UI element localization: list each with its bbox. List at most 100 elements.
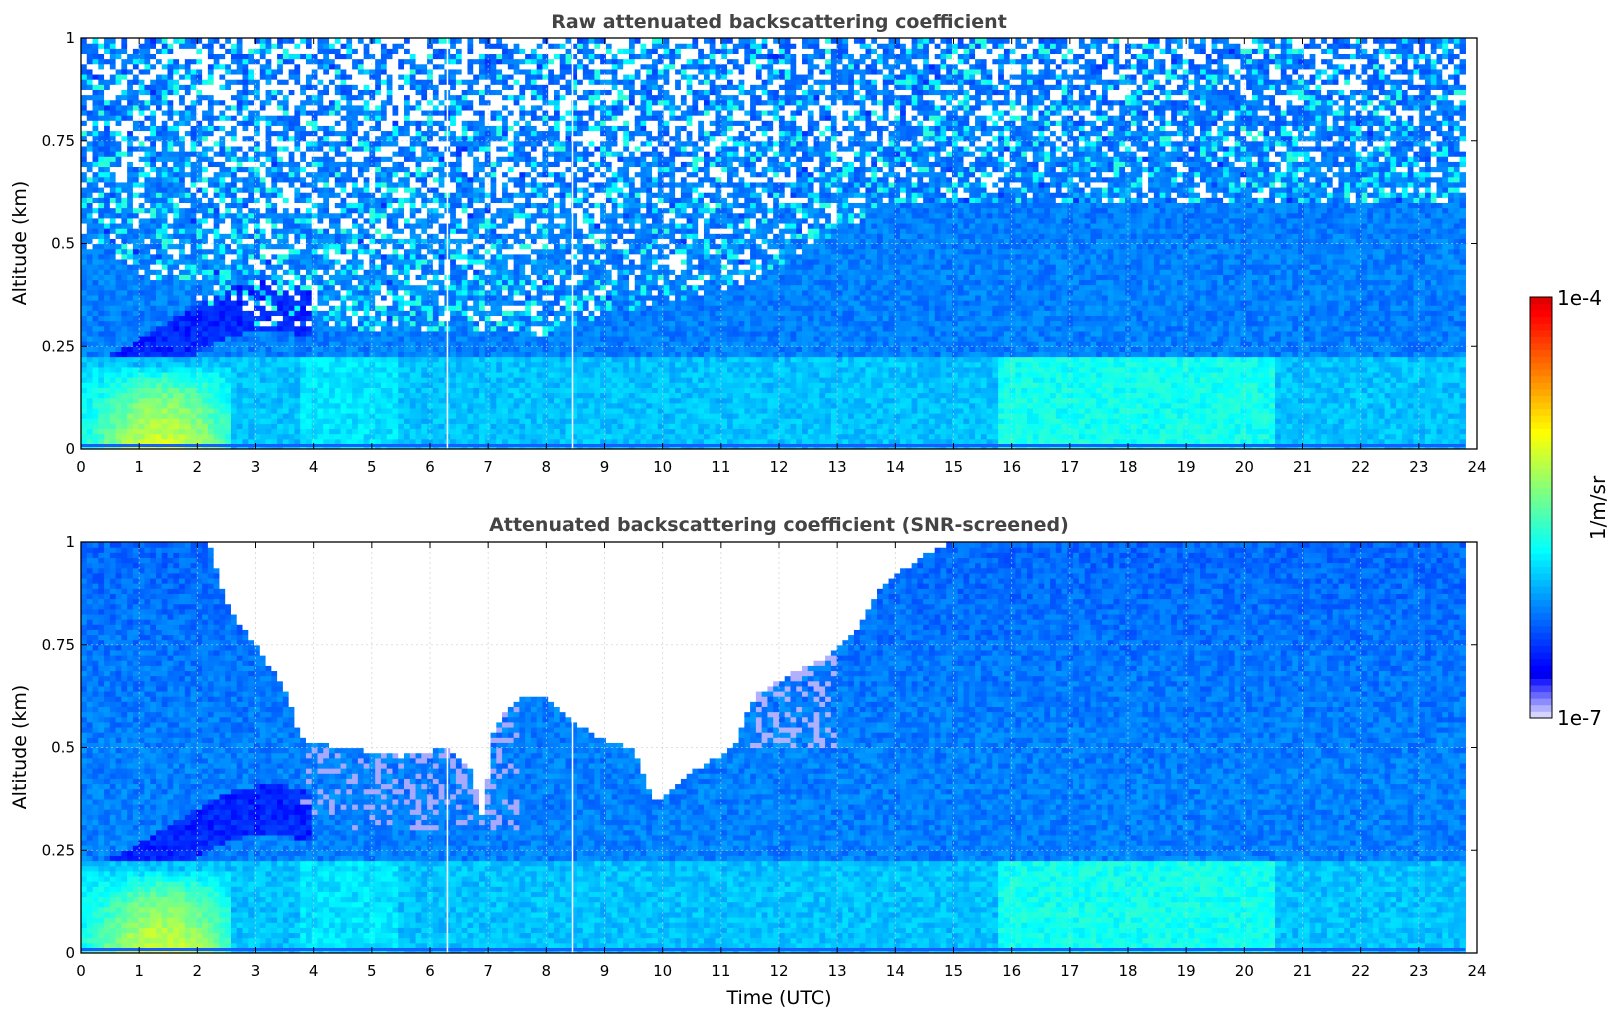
heatmap-cell: [81, 413, 88, 419]
heatmap-cell: [173, 392, 180, 399]
heatmap-cell: [115, 341, 122, 347]
heatmap-cell: [173, 197, 180, 203]
heatmap-cell: [409, 366, 417, 373]
heatmap-cell: [375, 228, 382, 234]
heatmap-cell: [288, 58, 296, 65]
heatmap-cell: [375, 171, 382, 178]
heatmap-cell: [196, 212, 203, 219]
heatmap-cell: [415, 115, 422, 121]
heatmap-cell: [409, 351, 417, 358]
heatmap-cell: [173, 238, 180, 245]
heatmap-cell: [196, 99, 203, 106]
heatmap-cell: [202, 228, 209, 234]
heatmap-cell: [386, 53, 394, 60]
heatmap-cell: [225, 156, 232, 162]
heatmap-cell: [398, 192, 405, 198]
heatmap-cell: [369, 43, 376, 49]
heatmap-cell: [155, 53, 163, 60]
heatmap-cell: [98, 68, 105, 75]
heatmap-cell: [155, 433, 163, 440]
heatmap-cell: [86, 135, 94, 142]
heatmap-cell: [179, 356, 186, 363]
heatmap-cell: [380, 197, 388, 203]
heatmap-cell: [404, 38, 411, 44]
heatmap-cell: [167, 253, 174, 260]
heatmap-cell: [196, 407, 203, 414]
heatmap-cell: [300, 89, 307, 96]
heatmap-cell: [184, 402, 192, 409]
heatmap-cell: [271, 89, 278, 96]
heatmap-cell: [190, 310, 197, 317]
heatmap-cell: [190, 207, 197, 214]
heatmap-cell: [282, 258, 290, 265]
heatmap-cell: [409, 428, 417, 435]
heatmap-cell: [184, 413, 192, 419]
heatmap-cell: [184, 341, 192, 347]
heatmap-cell: [404, 320, 411, 327]
heatmap-cell: [375, 58, 382, 65]
heatmap-cell: [127, 222, 134, 229]
heatmap-cell: [375, 161, 382, 168]
heatmap-cell: [179, 264, 186, 270]
heatmap-cell: [92, 125, 99, 132]
heatmap-cell: [207, 233, 215, 239]
heatmap-cell: [236, 109, 244, 116]
heatmap-cell: [323, 140, 330, 147]
heatmap-cell: [317, 397, 324, 404]
heatmap-cell: [282, 438, 290, 445]
heatmap-cell: [282, 264, 290, 270]
heatmap-cell: [86, 248, 94, 255]
heatmap-cell: [155, 315, 163, 322]
heatmap-cell: [323, 243, 330, 250]
heatmap-cell: [317, 248, 324, 255]
heatmap-cell: [386, 176, 394, 183]
heatmap-cell: [404, 382, 411, 388]
heatmap-cell: [202, 217, 209, 224]
heatmap-cell: [179, 423, 186, 430]
heatmap-cell: [363, 43, 371, 49]
heatmap-cell: [369, 366, 376, 373]
heatmap-cell: [248, 335, 255, 342]
heatmap-cell: [386, 371, 394, 378]
heatmap-cell: [230, 186, 238, 193]
heatmap-cell: [392, 418, 399, 424]
heatmap-cell: [230, 361, 238, 368]
heatmap-cell: [230, 269, 238, 275]
heatmap-cell: [375, 166, 382, 173]
heatmap-cell: [150, 279, 157, 286]
heatmap-cell: [363, 418, 371, 424]
heatmap-cell: [161, 222, 169, 229]
heatmap-cell: [438, 433, 445, 440]
heatmap-cell: [104, 140, 111, 147]
heatmap-cell: [196, 84, 203, 90]
heatmap-cell: [432, 377, 440, 383]
heatmap-cell: [288, 166, 296, 173]
heatmap-cell: [161, 151, 169, 157]
heatmap-cell: [404, 438, 411, 445]
heatmap-cell: [161, 125, 169, 132]
heatmap-cell: [329, 217, 336, 224]
heatmap-cell: [427, 413, 434, 419]
heatmap-cell: [196, 202, 203, 209]
heatmap-cell: [213, 181, 221, 188]
heatmap-cell: [438, 397, 445, 404]
heatmap-cell: [259, 238, 267, 245]
heatmap-cell: [213, 274, 221, 281]
heatmap-cell: [155, 351, 163, 358]
heatmap-cell: [190, 392, 197, 399]
heatmap-cell: [173, 130, 180, 137]
heatmap-cell: [81, 423, 88, 430]
heatmap-cell: [190, 125, 197, 132]
heatmap-cell: [230, 94, 238, 101]
heatmap-cell: [150, 238, 157, 245]
heatmap-cell: [225, 43, 232, 49]
heatmap-cell: [230, 305, 238, 311]
heatmap-cell: [369, 423, 376, 430]
heatmap-cell: [179, 79, 186, 85]
heatmap-cell: [300, 387, 307, 394]
heatmap-cell: [155, 382, 163, 388]
heatmap-cell: [311, 428, 319, 435]
heatmap-cell: [236, 140, 244, 147]
heatmap-cell: [230, 135, 238, 142]
heatmap-cell: [409, 300, 417, 306]
